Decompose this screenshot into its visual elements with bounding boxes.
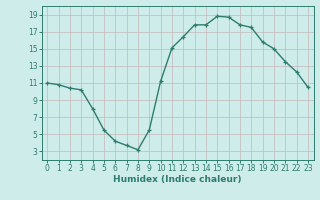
X-axis label: Humidex (Indice chaleur): Humidex (Indice chaleur) (113, 175, 242, 184)
